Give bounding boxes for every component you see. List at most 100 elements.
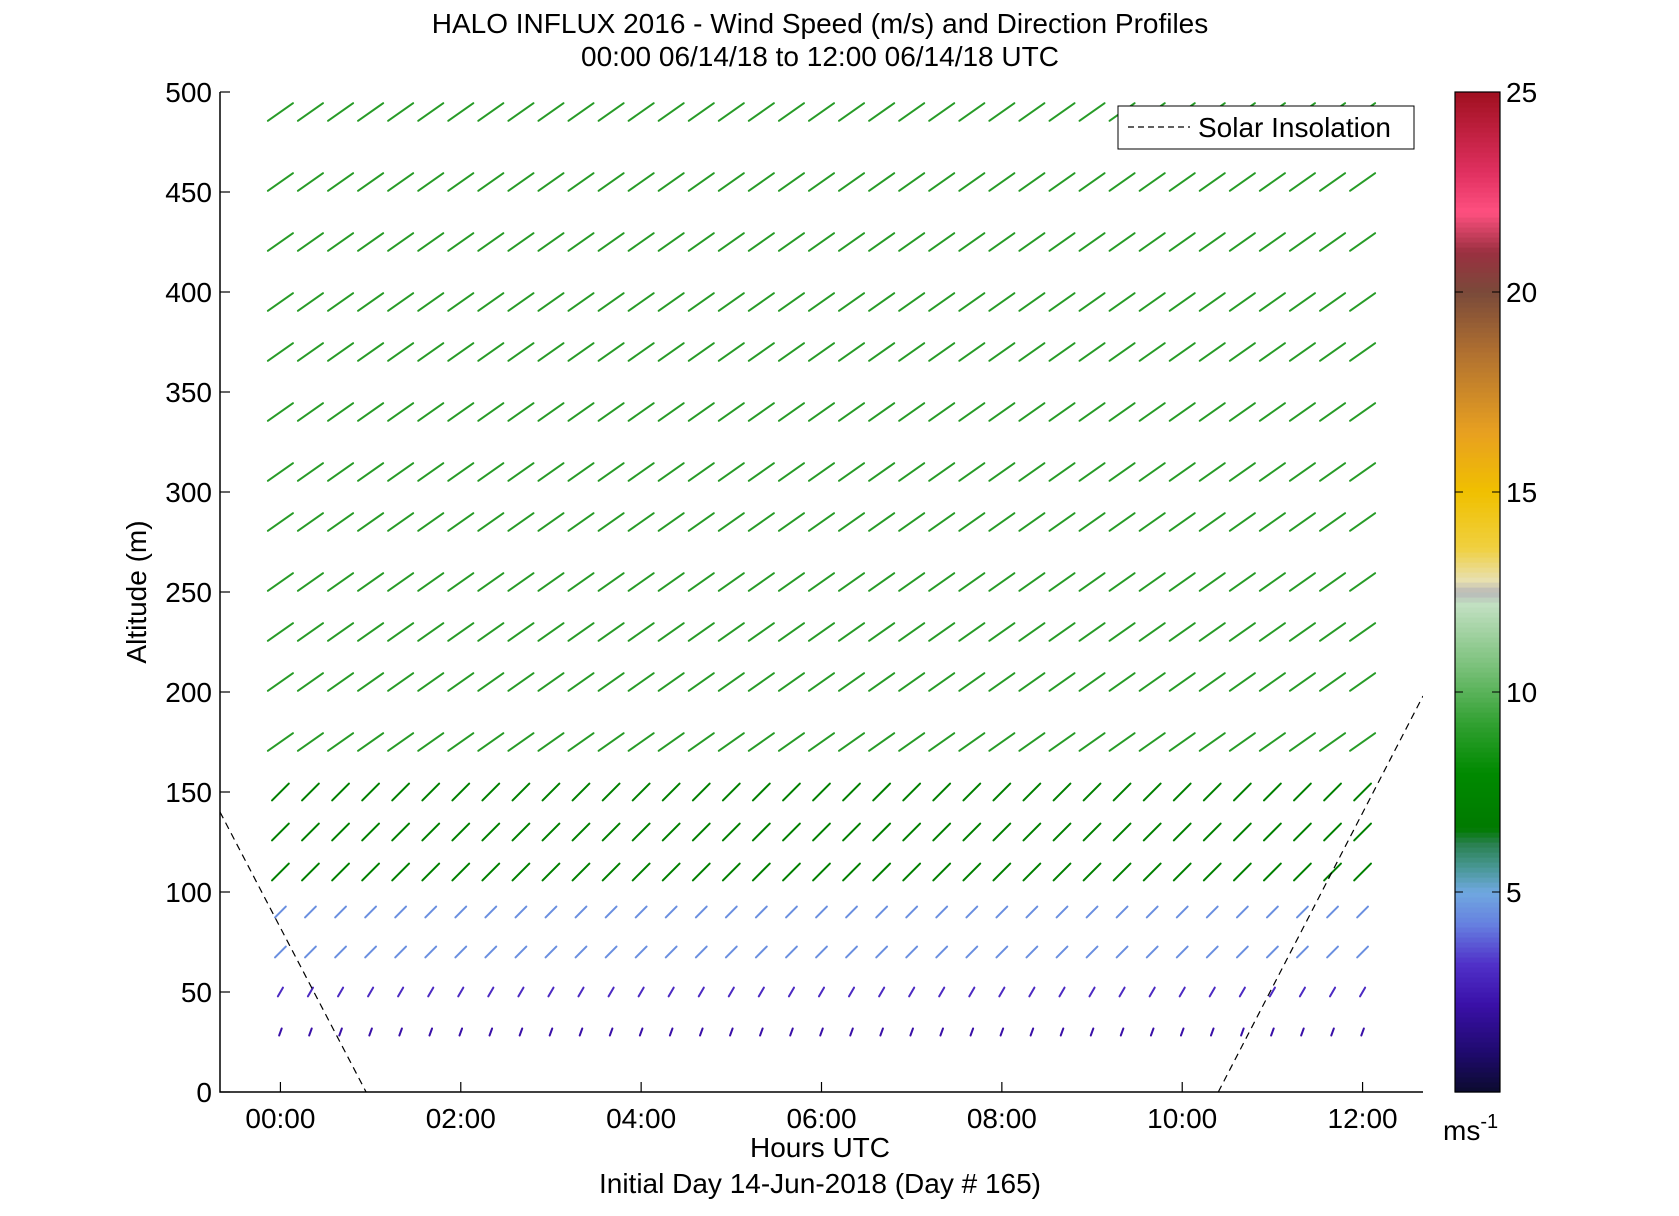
wind-arrow: [1258, 512, 1286, 532]
wind-arrow: [1018, 232, 1046, 252]
wind-arrow: [928, 622, 956, 642]
colorbar-segment: [1455, 622, 1500, 628]
colorbar-segment: [1455, 802, 1500, 808]
wind-arrow: [1360, 1027, 1365, 1037]
wind-arrow: [1296, 905, 1309, 919]
wind-arrow: [1349, 672, 1377, 692]
wind-arrow: [417, 342, 445, 362]
wind-arrow: [451, 782, 471, 802]
colorbar-segment: [1455, 827, 1500, 833]
wind-arrow: [842, 782, 861, 802]
wind-arrow: [597, 232, 625, 252]
wind-arrow: [724, 905, 738, 919]
wind-arrow: [604, 945, 618, 959]
colorbar-segment: [1455, 107, 1500, 113]
wind-arrow: [417, 172, 445, 192]
wind-arrow: [488, 1027, 494, 1037]
colorbar-segment: [1455, 537, 1500, 543]
wind-arrow: [331, 782, 350, 802]
wind-arrow: [1055, 945, 1069, 959]
wind-arrow: [812, 782, 831, 802]
wind-arrow: [1025, 905, 1039, 919]
colorbar-segment: [1455, 727, 1500, 733]
wind-arrow: [782, 782, 801, 802]
wind-arrow: [777, 292, 806, 312]
wind-arrow: [1078, 512, 1106, 532]
wind-arrow: [837, 512, 866, 532]
colorbar-segment: [1455, 787, 1500, 793]
wind-arrow: [357, 672, 385, 692]
wind-arrow: [908, 986, 916, 998]
colorbar-segment: [1455, 182, 1500, 188]
wind-arrow: [898, 462, 926, 482]
wind-arrow: [782, 862, 801, 882]
wind-arrow: [1262, 862, 1282, 882]
colorbar-segment: [1455, 152, 1500, 158]
colorbar-segment: [1455, 262, 1500, 268]
colorbar-segment: [1455, 427, 1500, 433]
wind-arrow: [1118, 986, 1126, 998]
wind-arrow: [514, 945, 528, 959]
wind-arrow: [958, 172, 986, 192]
wind-arrow: [1085, 905, 1099, 919]
wind-arrow: [902, 822, 922, 842]
colorbar-segment: [1455, 562, 1500, 568]
wind-arrow: [928, 512, 956, 532]
wind-arrow: [1288, 292, 1316, 312]
wind-arrow: [868, 622, 896, 642]
wind-arrow: [754, 945, 768, 959]
colorbar-segment: [1455, 932, 1500, 938]
wind-arrow: [417, 292, 445, 312]
wind-arrow: [1319, 402, 1347, 422]
wind-arrow: [517, 986, 525, 998]
wind-arrow: [847, 986, 856, 998]
wind-arrow: [447, 622, 475, 642]
wind-arrow: [777, 672, 806, 692]
wind-arrow: [1138, 292, 1166, 312]
wind-arrow: [327, 512, 355, 532]
wind-arrow: [958, 232, 986, 252]
wind-arrow: [1202, 782, 1222, 802]
wind-arrow: [1022, 822, 1042, 842]
wind-arrow: [361, 822, 381, 842]
colorbar: 5 10 15 20 25 ms-1: [1443, 77, 1537, 1146]
wind-arrow: [578, 1027, 584, 1037]
wind-arrow: [1149, 1027, 1155, 1037]
colorbar-segment: [1455, 502, 1500, 508]
wind-arrow: [1288, 622, 1316, 642]
colorbar-segment: [1455, 592, 1500, 598]
wind-arrow: [537, 232, 565, 252]
wind-arrow: [657, 102, 685, 122]
wind-arrow: [958, 572, 986, 592]
wind-arrow: [842, 862, 861, 882]
wind-arrow: [1288, 572, 1316, 592]
wind-arrow: [331, 862, 350, 882]
wind-arrow: [1108, 622, 1136, 642]
colorbar-segment: [1455, 612, 1500, 618]
wind-arrow: [1319, 292, 1347, 312]
wind-arrow: [567, 622, 595, 642]
wind-arrow: [304, 905, 317, 919]
wind-arrow: [868, 512, 896, 532]
colorbar-segment: [1455, 417, 1500, 423]
wind-arrow: [601, 862, 621, 882]
wind-arrow: [868, 292, 896, 312]
colorbar-segment: [1455, 187, 1500, 193]
wind-arrow: [577, 986, 585, 998]
wind-arrow: [1108, 232, 1136, 252]
wind-arrow: [364, 945, 378, 959]
wind-arrow: [1330, 1027, 1335, 1037]
wind-arrow: [1112, 822, 1132, 842]
wind-arrow: [637, 986, 645, 998]
wind-arrow: [759, 1027, 764, 1037]
wind-arrow: [631, 862, 651, 882]
x-tick-label: 08:00: [967, 1103, 1037, 1134]
wind-arrow: [1323, 862, 1342, 882]
wind-arrow: [634, 905, 648, 919]
wind-arrow: [1178, 986, 1186, 998]
wind-arrow: [992, 862, 1012, 882]
wind-arrow: [902, 862, 922, 882]
colorbar-segment: [1455, 527, 1500, 533]
wind-arrow: [394, 905, 408, 919]
